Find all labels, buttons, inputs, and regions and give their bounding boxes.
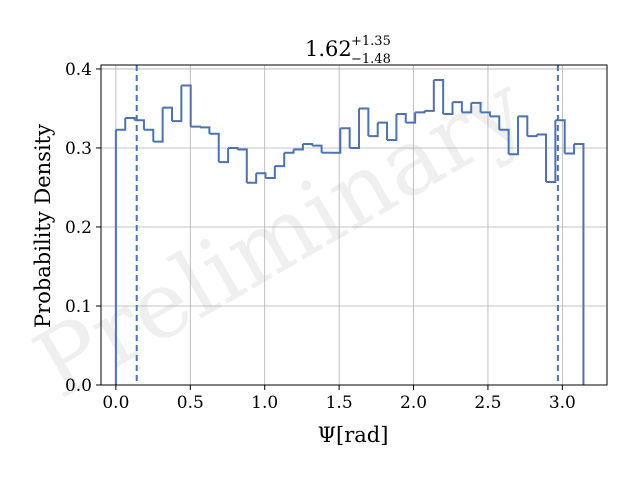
histogram-bin <box>162 106 173 122</box>
x-tick-label: 0.0 <box>102 393 129 413</box>
chart-title-lower: −1.48 <box>351 52 391 67</box>
histogram-bin <box>424 80 435 112</box>
histogram-bin <box>349 108 360 149</box>
histogram-bin <box>256 172 267 178</box>
y-tick-label: 0.1 <box>65 297 92 317</box>
histogram-bin <box>443 102 454 115</box>
histogram-bin <box>461 102 473 114</box>
y-tick-label: 0.2 <box>65 218 92 238</box>
x-axis-label: Ψ[rad] <box>318 423 389 447</box>
axes-box <box>100 64 608 386</box>
histogram-bin <box>433 79 445 114</box>
histogram-bin <box>368 122 379 138</box>
histogram-bin <box>359 107 370 137</box>
grid-lines <box>101 65 607 386</box>
chart-title-upper: +1.35 <box>351 34 391 49</box>
histogram-bin <box>377 121 389 141</box>
y-axis-label: Probability Density <box>31 124 55 328</box>
y-tick-label: 0.0 <box>65 376 92 396</box>
histogram-bin <box>546 120 557 183</box>
histogram-bin <box>284 149 295 154</box>
histogram-bin <box>452 101 463 113</box>
histogram-bin <box>153 107 164 143</box>
histogram-bin <box>508 116 519 156</box>
histogram-bin <box>190 125 202 128</box>
histogram-bin <box>471 101 482 113</box>
histogram-bin <box>396 112 407 123</box>
histogram-bin <box>293 144 304 151</box>
histogram-bin <box>536 133 548 182</box>
histogram-bin <box>340 127 351 148</box>
histogram-bin <box>312 144 323 153</box>
chart-title-value: 1.62 <box>305 37 352 61</box>
histogram-bin <box>555 119 566 154</box>
tick-marks <box>96 68 563 390</box>
histogram-bin <box>489 115 501 130</box>
y-tick-label: 0.4 <box>65 60 92 80</box>
x-tick-label: 2.5 <box>474 393 501 413</box>
histogram-bin <box>115 117 127 131</box>
histogram-bin <box>246 173 258 184</box>
plot-marks <box>114 65 585 385</box>
histogram-bin <box>564 144 576 155</box>
histogram-bin <box>480 111 491 117</box>
histogram-bin <box>405 112 417 124</box>
x-tick-label: 1.0 <box>251 393 278 413</box>
histogram-bin <box>330 128 342 154</box>
histogram-bin <box>171 85 183 123</box>
watermark-text: Preliminary <box>18 53 544 419</box>
histogram-bin <box>265 166 276 179</box>
histogram-bin <box>302 143 314 146</box>
histogram-bin <box>274 152 286 168</box>
histogram-bin <box>218 147 230 164</box>
histogram-bin <box>228 146 239 150</box>
histogram-bin <box>200 126 211 134</box>
histogram-bin <box>125 116 136 121</box>
x-tick-label: 1.5 <box>326 393 353 413</box>
histogram-bin <box>237 148 248 183</box>
histogram-bin <box>209 132 220 163</box>
histogram-bin <box>499 128 510 155</box>
histogram-bin <box>387 113 398 142</box>
histogram-bin <box>517 115 529 137</box>
x-tick-label: 3.0 <box>549 393 576 413</box>
y-tick-label: 0.3 <box>65 139 92 159</box>
x-tick-label: 2.0 <box>400 393 427 413</box>
histogram-bin <box>574 143 585 385</box>
axes-frame <box>100 64 608 386</box>
histogram-bin <box>143 128 155 142</box>
x-tick-label: 0.5 <box>177 393 204 413</box>
histogram-bin <box>181 84 192 127</box>
